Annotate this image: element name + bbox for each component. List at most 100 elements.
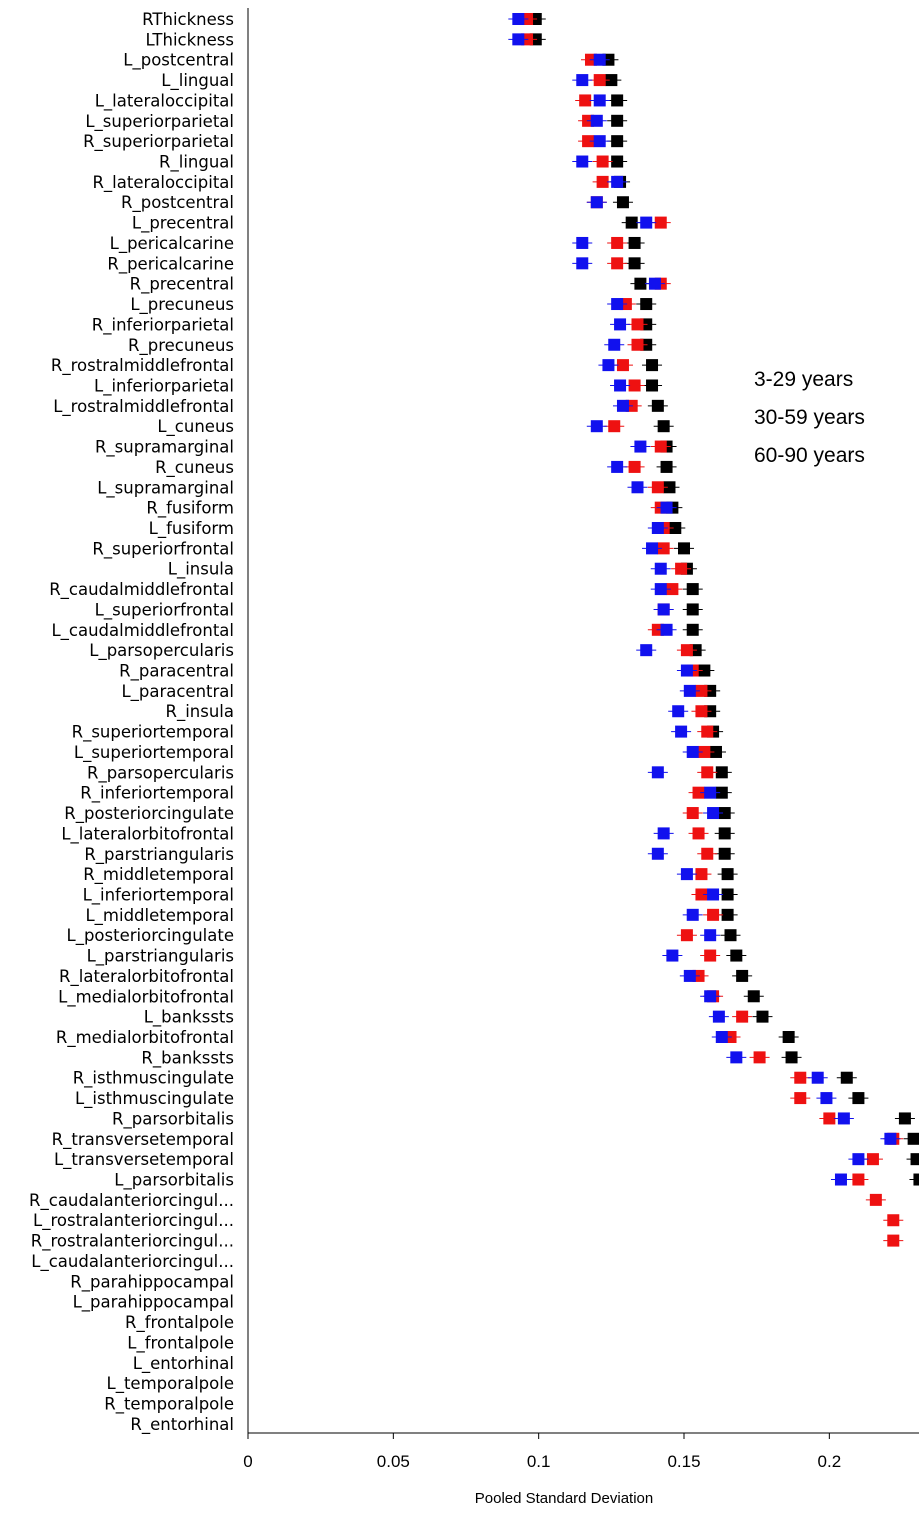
x-axis-title: Pooled Standard Deviation (475, 1490, 653, 1507)
category-label: L_postcentral (123, 51, 234, 71)
series-markers (525, 13, 919, 1186)
data-point (707, 908, 720, 921)
legend: 3-29 years 30-59 years 60-90 years (754, 368, 865, 467)
category-label: L_transversetemporal (54, 1150, 234, 1170)
data-point (680, 644, 693, 657)
data-point (651, 481, 664, 494)
data-point (657, 603, 670, 616)
data-point (692, 827, 705, 840)
data-point (657, 827, 670, 840)
data-point (869, 1193, 882, 1206)
data-point (596, 175, 609, 188)
data-point (576, 74, 589, 87)
data-point (593, 94, 606, 107)
data-point (910, 1153, 919, 1166)
category-label: L_lateraloccipital (95, 91, 234, 111)
category-label: L_lateralorbitofrontal (61, 824, 234, 844)
data-point (672, 705, 685, 718)
data-point (695, 684, 708, 697)
category-label: L_frontalpole (127, 1333, 234, 1353)
data-point (628, 257, 641, 270)
data-point (590, 114, 603, 127)
category-label: L_inferiorparietal (94, 376, 234, 396)
data-point (736, 1010, 749, 1023)
data-point (654, 583, 667, 596)
data-point (660, 623, 673, 636)
data-point (631, 338, 644, 351)
data-point (675, 725, 688, 738)
data-point (695, 705, 708, 718)
category-label: R_postcentral (121, 193, 234, 213)
category-label: R_lateralorbitofrontal (59, 967, 234, 987)
data-point (686, 583, 699, 596)
category-label: R_transversetemporal (52, 1130, 234, 1150)
data-point (686, 807, 699, 820)
data-point (593, 74, 606, 87)
data-point (666, 583, 679, 596)
data-point (715, 766, 728, 779)
data-point (651, 399, 664, 412)
category-label: L_parahippocampal (73, 1293, 234, 1313)
category-label: L_bankssts (144, 1008, 234, 1028)
data-point (614, 318, 627, 331)
data-point (686, 908, 699, 921)
category-label: R_supramarginal (95, 438, 234, 458)
data-point (646, 379, 659, 392)
data-point (701, 766, 714, 779)
data-point (646, 542, 659, 555)
data-point (651, 522, 664, 534)
category-label: LThickness (146, 30, 234, 49)
data-point (680, 664, 693, 677)
data-point (887, 1214, 900, 1227)
data-point (628, 460, 641, 473)
data-point (756, 1010, 769, 1023)
data-point (695, 868, 708, 881)
data-point (730, 949, 743, 962)
data-point (648, 277, 661, 290)
category-label: R_superiorparietal (83, 132, 234, 152)
category-label: L_superiortemporal (74, 743, 234, 763)
category-label: R_precentral (130, 275, 234, 295)
data-point (811, 1071, 824, 1084)
category-label: L_cuneus (157, 417, 234, 437)
data-point (852, 1092, 865, 1105)
category-label: L_rostralanteriorcingul... (33, 1211, 234, 1231)
category-label: R_inferiortemporal (80, 784, 234, 804)
category-label: L_caudalanteriorcingul... (31, 1252, 234, 1272)
data-point (704, 949, 717, 962)
data-point (611, 298, 624, 311)
data-point (596, 155, 609, 168)
data-point (907, 1132, 919, 1145)
data-point (616, 359, 629, 372)
category-label: R_superiortemporal (72, 723, 234, 743)
data-point (590, 196, 603, 209)
legend-entry: 3-29 years (754, 368, 853, 391)
data-point (678, 542, 691, 555)
data-point (701, 847, 714, 860)
category-label: R_temporalpole (104, 1394, 234, 1414)
data-point (709, 745, 722, 758)
data-point (611, 257, 624, 270)
category-label: R_rostralanteriorcingul... (31, 1232, 234, 1252)
data-point (715, 786, 728, 799)
data-point (898, 1112, 911, 1125)
data-point (692, 786, 705, 799)
data-point (840, 1071, 853, 1084)
data-point (651, 847, 664, 860)
data-point (707, 807, 720, 820)
category-label: L_supramarginal (97, 478, 234, 498)
category-label: L_superiorparietal (85, 112, 234, 132)
legend-entry: 30-59 years (754, 406, 865, 429)
category-label: R_cuneus (155, 458, 234, 478)
category-label: L_rostralmiddlefrontal (53, 397, 234, 417)
data-point (651, 766, 664, 779)
data-point (593, 53, 606, 66)
category-label: R_superiorfrontal (92, 539, 234, 559)
data-point (730, 1051, 743, 1064)
data-point (576, 236, 589, 249)
data-point (660, 501, 673, 514)
category-label: R_medialorbitofrontal (56, 1028, 234, 1048)
category-label: RThickness (142, 10, 234, 29)
